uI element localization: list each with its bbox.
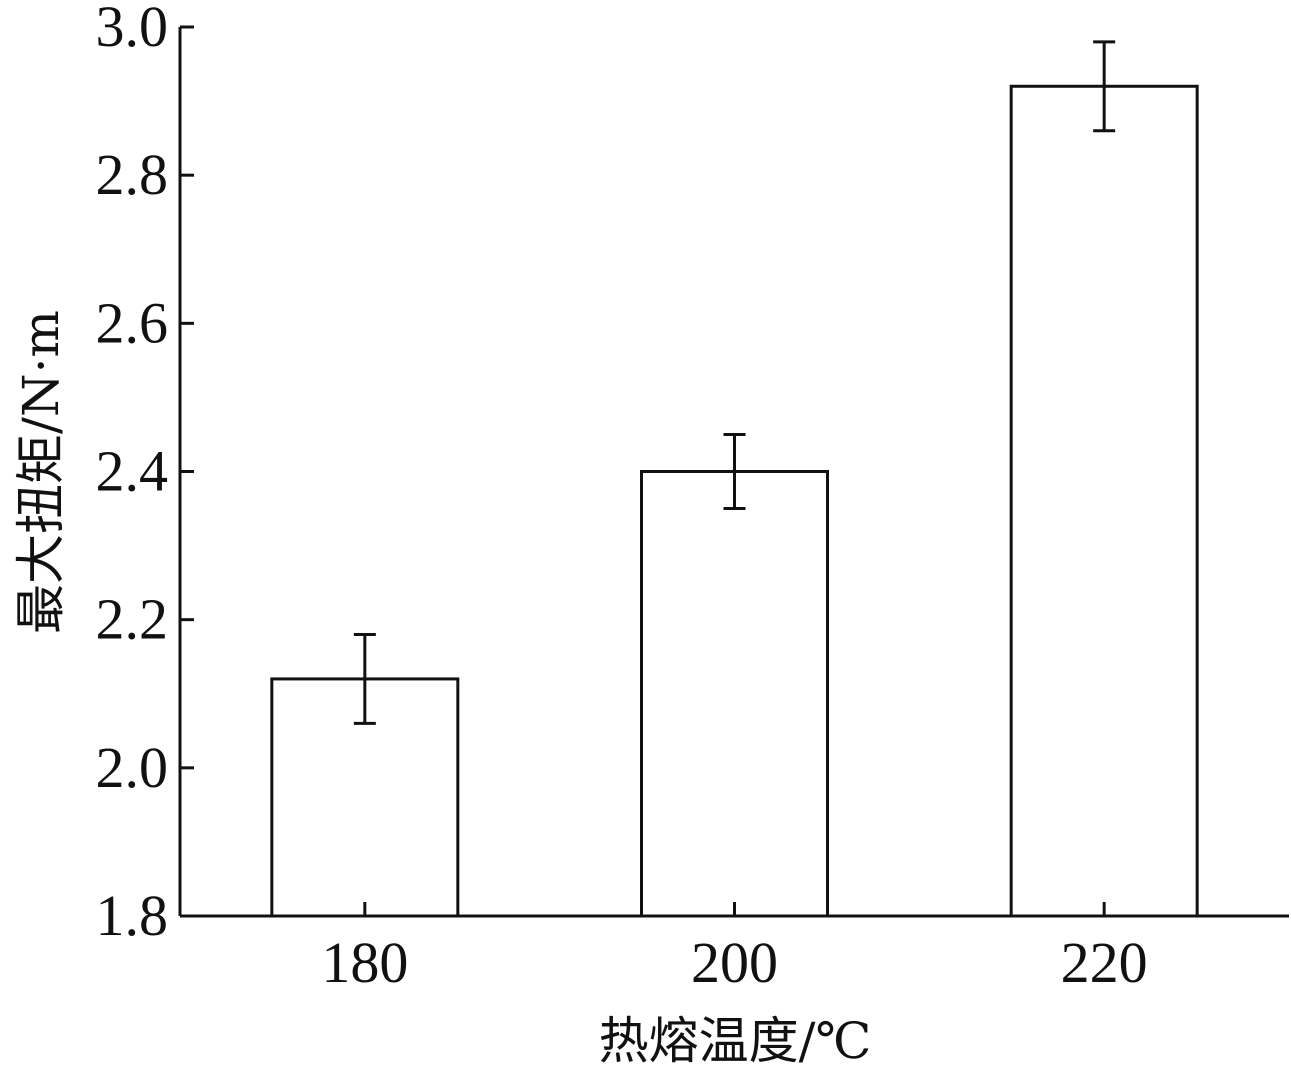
x-tick-label: 220 [1061,930,1148,995]
y-tick-label: 2.4 [96,439,169,504]
y-axis-title: 最大扭矩/N·m [12,310,70,634]
y-tick-label: 2.6 [96,290,169,355]
x-tick-label: 200 [691,930,778,995]
ticks: 1.8 2.0 2.2 2.4 2.6 2.8 3.0 180 200 220 [96,0,1148,995]
bar-200 [640,470,829,918]
bar-220 [1009,84,1199,918]
x-axis-title: 热熔温度/℃ [599,1012,872,1067]
bars [270,84,1199,918]
y-tick-label: 2.2 [96,587,169,652]
y-tick-label: 1.8 [96,883,169,948]
x-tick-label: 180 [321,930,408,995]
y-tick-label: 3.0 [96,0,169,59]
y-tick-label: 2.8 [96,142,169,207]
y-tick-label: 2.0 [96,735,169,800]
error-bars [353,40,1116,725]
